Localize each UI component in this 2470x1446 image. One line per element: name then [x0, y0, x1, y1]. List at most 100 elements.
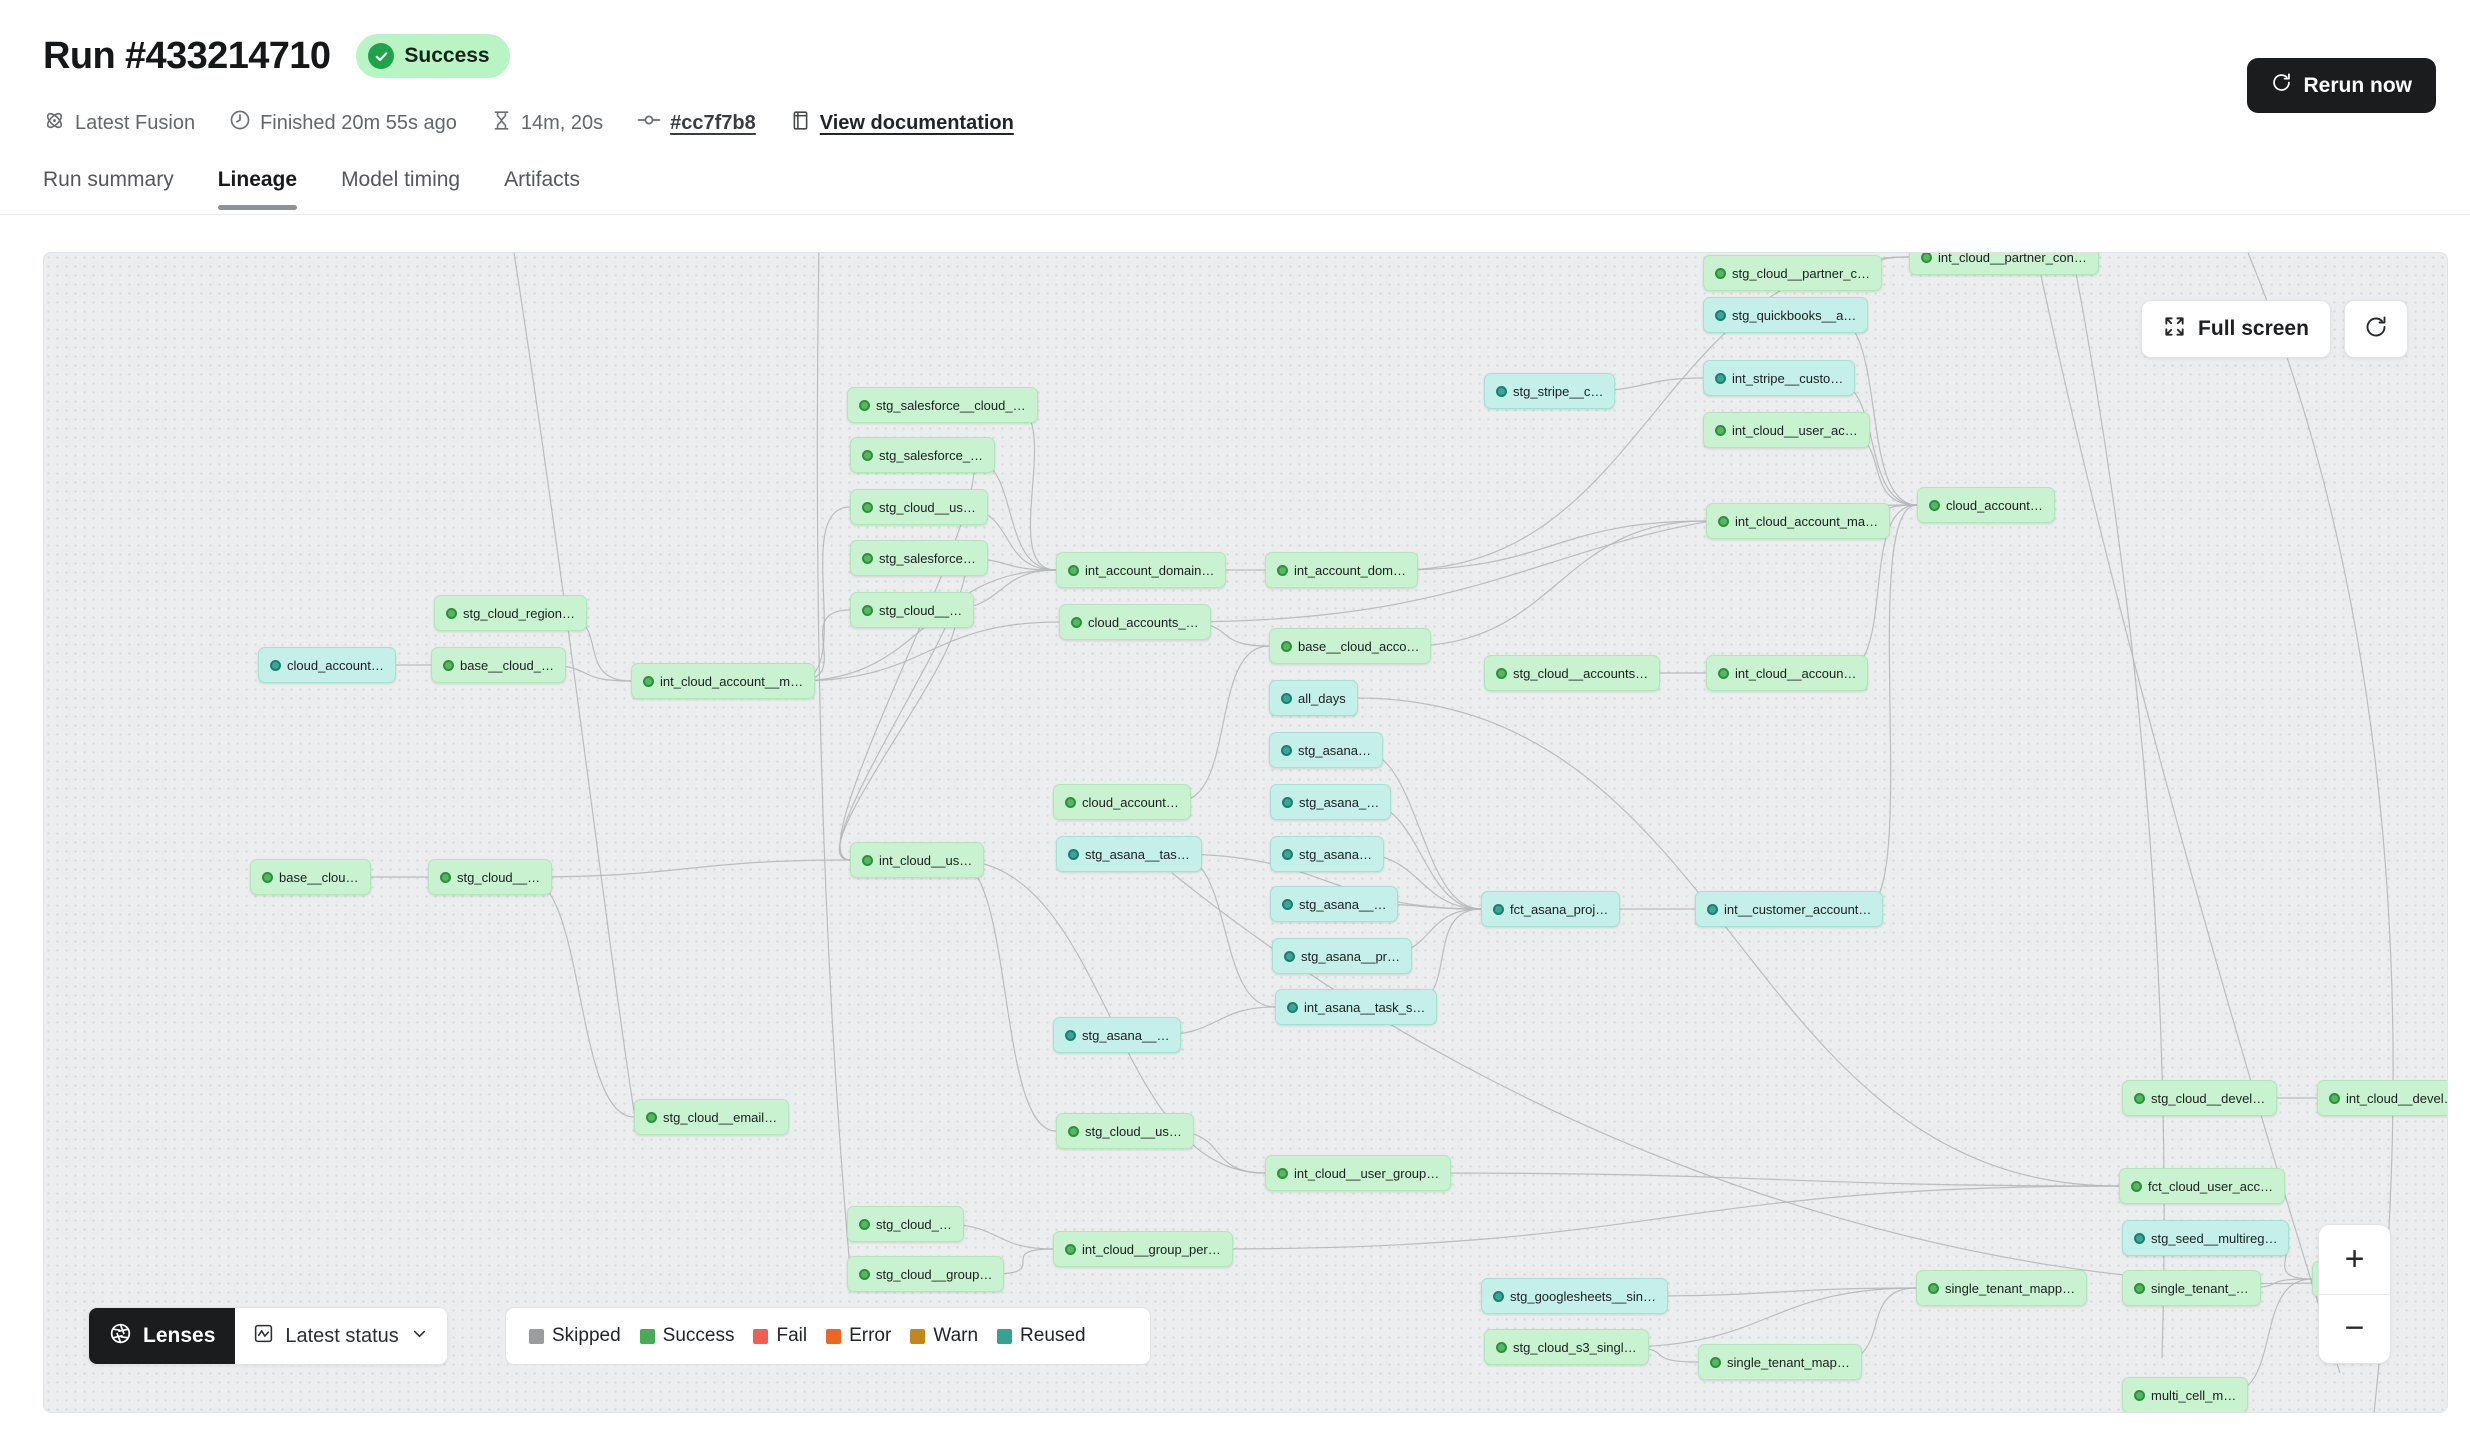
node-status-dot [1065, 796, 1076, 808]
graph-node[interactable]: stg_cloud__accounts… [1484, 655, 1661, 691]
success-chip [639, 1328, 655, 1344]
node-status-dot [440, 871, 451, 883]
page-title: Run #433214710 [43, 34, 331, 77]
graph-node[interactable]: stg_asana__… [1270, 886, 1399, 922]
tab-model-timing[interactable]: Model timing [341, 168, 461, 191]
graph-node[interactable]: stg_cloud__partner_c… [1703, 255, 1883, 291]
graph-node[interactable]: int_stripe__custo… [1703, 360, 1856, 396]
graph-node[interactable]: stg_cloud__us… [850, 489, 988, 525]
graph-node[interactable]: base__clou… [250, 859, 371, 895]
graph-node[interactable]: stg_salesforce_… [850, 437, 996, 473]
graph-node[interactable]: stg_cloud__us… [1056, 1113, 1194, 1149]
graph-node[interactable]: int_cloud__partner_con… [1909, 253, 2099, 275]
latest-status-dropdown[interactable]: Latest status [235, 1308, 447, 1364]
node-label: int__customer_account… [1724, 901, 1872, 917]
graph-node[interactable]: fct_asana_proj… [1481, 891, 1621, 927]
graph-node[interactable]: int_cloud__us… [850, 842, 985, 878]
graph-node[interactable]: stg_cloud__email… [634, 1099, 790, 1135]
lenses-label: Lenses [143, 1324, 216, 1347]
graph-node[interactable]: stg_asana_… [1270, 784, 1392, 820]
graph-node[interactable]: stg_cloud__group… [847, 1256, 1005, 1292]
graph-node[interactable]: int_account_domain… [1056, 552, 1227, 588]
node-status-dot [646, 1111, 657, 1123]
tab-run-summary[interactable]: Run summary [43, 168, 174, 191]
rerun-now-button[interactable]: Rerun now [2246, 58, 2436, 113]
graph-node[interactable]: int__customer_account… [1695, 891, 1884, 927]
node-label: single_tenant_mapp… [1945, 1280, 2076, 1296]
node-status-dot [859, 399, 870, 411]
commit-icon [637, 108, 661, 138]
graph-node[interactable]: stg_asana__pr… [1272, 938, 1413, 974]
lenses-button[interactable]: Lenses [89, 1308, 236, 1364]
graph-node[interactable]: base__cloud_… [431, 647, 566, 683]
node-label: stg_asana… [1299, 846, 1372, 862]
graph-node[interactable]: cloud_account… [1053, 784, 1191, 820]
commit-link[interactable]: #cc7f7b8 [670, 111, 756, 134]
graph-node[interactable]: int_account_dom… [1265, 552, 1419, 588]
node-label: stg_seed__multireg… [2151, 1230, 2278, 1246]
graph-node[interactable]: stg_asana… [1269, 732, 1383, 768]
view-documentation-link[interactable]: View documentation [819, 111, 1014, 134]
graph-node[interactable]: multi_cell_m… [2122, 1377, 2249, 1412]
graph-node[interactable]: int_cloud__user_ac… [1703, 412, 1870, 448]
latest-status-label: Latest status [285, 1324, 399, 1347]
graph-node[interactable]: fct_cloud_user_acc… [2119, 1168, 2286, 1204]
node-label: single_tenant_… [2151, 1280, 2249, 1296]
node-status-dot [2134, 1232, 2145, 1244]
node-label: base__cloud_… [460, 657, 554, 673]
zoom-in-button[interactable]: + [2319, 1225, 2390, 1295]
graph-node[interactable]: stg_cloud_s3_singl… [1484, 1329, 1649, 1365]
tab-lineage[interactable]: Lineage [217, 168, 298, 210]
graph-node[interactable]: single_tenant_mapp… [1916, 1270, 2088, 1306]
graph-node[interactable]: stg_salesforce__cloud_… [847, 387, 1038, 423]
graph-node[interactable]: single_tenant_… [2122, 1270, 2261, 1306]
node-label: stg_salesforce… [879, 550, 976, 566]
node-label: int_cloud__user_ac… [1732, 422, 1858, 438]
node-status-dot [1496, 667, 1507, 679]
header: Run #433214710 Success [43, 34, 510, 78]
node-status-dot [2134, 1282, 2145, 1294]
graph-node[interactable]: stg_cloud__devel… [2122, 1080, 2278, 1116]
lineage-canvas[interactable]: stg_cloud__partner_c… int_cloud__partner_… [43, 252, 2448, 1413]
graph-node[interactable]: stg_quickbooks__a… [1703, 297, 1869, 333]
node-status-dot [270, 659, 281, 671]
graph-node[interactable]: stg_googlesheets__sin… [1481, 1278, 1668, 1314]
graph-node[interactable]: stg_cloud__… [850, 592, 975, 628]
graph-node[interactable]: stg_salesforce… [850, 540, 988, 576]
graph-node[interactable]: stg_cloud_region… [434, 595, 588, 631]
zoom-out-button[interactable]: − [2319, 1294, 2390, 1363]
node-label: stg_asana… [1298, 742, 1371, 758]
node-label: int_cloud__accoun… [1735, 665, 1857, 681]
graph-node[interactable]: int_cloud__user_group… [1265, 1155, 1452, 1191]
graph-node[interactable]: cloud_account… [258, 647, 396, 683]
clock-icon [229, 109, 251, 137]
graph-node[interactable]: int_cloud__group_per… [1053, 1231, 1233, 1267]
graph-node[interactable]: stg_stripe__c… [1484, 373, 1616, 409]
node-status-dot [1718, 667, 1729, 679]
graph-node[interactable]: int_asana__task_s… [1275, 989, 1438, 1025]
node-status-dot [1277, 1167, 1288, 1179]
node-label: cloud_account… [1082, 794, 1179, 810]
graph-node[interactable]: int_cloud__devel… [2317, 1080, 2447, 1116]
graph-node[interactable]: single_tenant_map… [1698, 1344, 1862, 1380]
graph-node[interactable]: stg_seed__multireg… [2122, 1220, 2290, 1256]
graph-node[interactable]: int_cloud_account__m… [631, 663, 816, 699]
node-label: stg_asana__… [1299, 896, 1387, 912]
graph-node[interactable]: all_days [1269, 680, 1358, 716]
graph-node[interactable]: stg_asana__tas… [1056, 836, 1202, 872]
full-screen-button[interactable]: Full screen [2141, 300, 2331, 358]
graph-node[interactable]: int_cloud_account_ma… [1706, 503, 1891, 539]
graph-node[interactable]: stg_asana__… [1053, 1017, 1182, 1053]
node-status-dot [1715, 424, 1726, 436]
node-status-dot [443, 659, 454, 671]
graph-node[interactable]: stg_cloud_… [847, 1206, 964, 1242]
tab-artifacts[interactable]: Artifacts [504, 168, 580, 191]
node-status-dot [1068, 848, 1079, 860]
graph-node[interactable]: stg_cloud__… [428, 859, 553, 895]
graph-node[interactable]: cloud_accounts_… [1059, 604, 1211, 640]
graph-node[interactable]: int_cloud__accoun… [1706, 655, 1869, 691]
graph-node[interactable]: stg_asana… [1270, 836, 1384, 872]
graph-node[interactable]: cloud_account… [1917, 487, 2055, 523]
graph-node[interactable]: base__cloud_acco… [1269, 628, 1432, 664]
refresh-graph-button[interactable] [2344, 300, 2408, 358]
